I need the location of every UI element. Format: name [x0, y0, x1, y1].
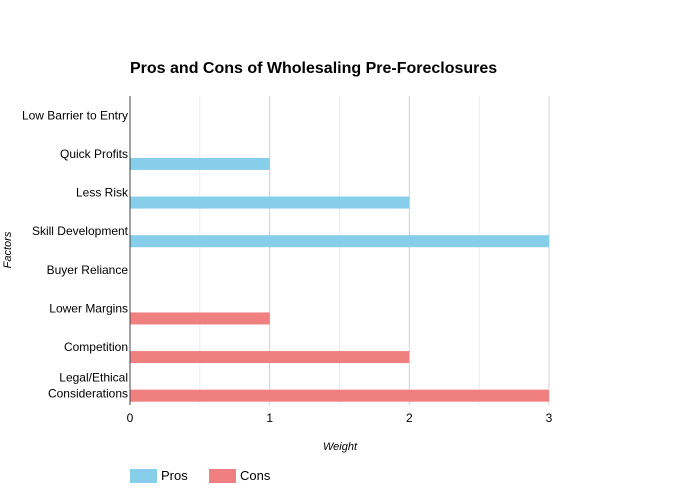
x-tick-label: 0	[127, 411, 134, 425]
y-axis-title: Factors	[2, 231, 14, 268]
legend-label-pros: Pros	[161, 468, 188, 483]
y-tick-label: Skill Development	[32, 224, 129, 238]
x-tick-labels: 0 1 2 3	[127, 411, 553, 425]
bar-cons-5	[130, 312, 270, 325]
bar-pros-1	[130, 157, 270, 170]
bar-cons-6	[130, 351, 410, 364]
chart-title: Pros and Cons of Wholesaling Pre-Foreclo…	[130, 60, 497, 77]
x-tick-label: 2	[406, 411, 413, 425]
y-tick-label: Lower Margins	[49, 301, 128, 315]
y-tick-label: Quick Profits	[60, 147, 128, 161]
bar-pros-2	[130, 196, 410, 209]
y-tick-label: Competition	[64, 340, 128, 354]
bar-cons-7	[130, 389, 549, 402]
y-tick-label: Legal/Ethical	[59, 371, 128, 385]
legend: Pros Cons	[130, 468, 271, 483]
x-tick-label: 3	[546, 411, 553, 425]
y-tick-label: Buyer Reliance	[47, 263, 129, 277]
y-tick-labels: Low Barrier to Entry Quick Profits Less Ri…	[22, 108, 129, 400]
legend-swatch-cons	[209, 469, 236, 483]
bars	[130, 157, 549, 402]
legend-label-cons: Cons	[240, 468, 271, 483]
y-tick-label: Considerations	[48, 387, 128, 401]
x-axis-title: Weight	[323, 441, 358, 453]
bar-pros-3	[130, 235, 549, 248]
x-tick-label: 1	[266, 411, 273, 425]
y-tick-label: Less Risk	[76, 186, 129, 200]
legend-swatch-pros	[130, 469, 157, 483]
y-tick-label: Low Barrier to Entry	[22, 108, 128, 122]
